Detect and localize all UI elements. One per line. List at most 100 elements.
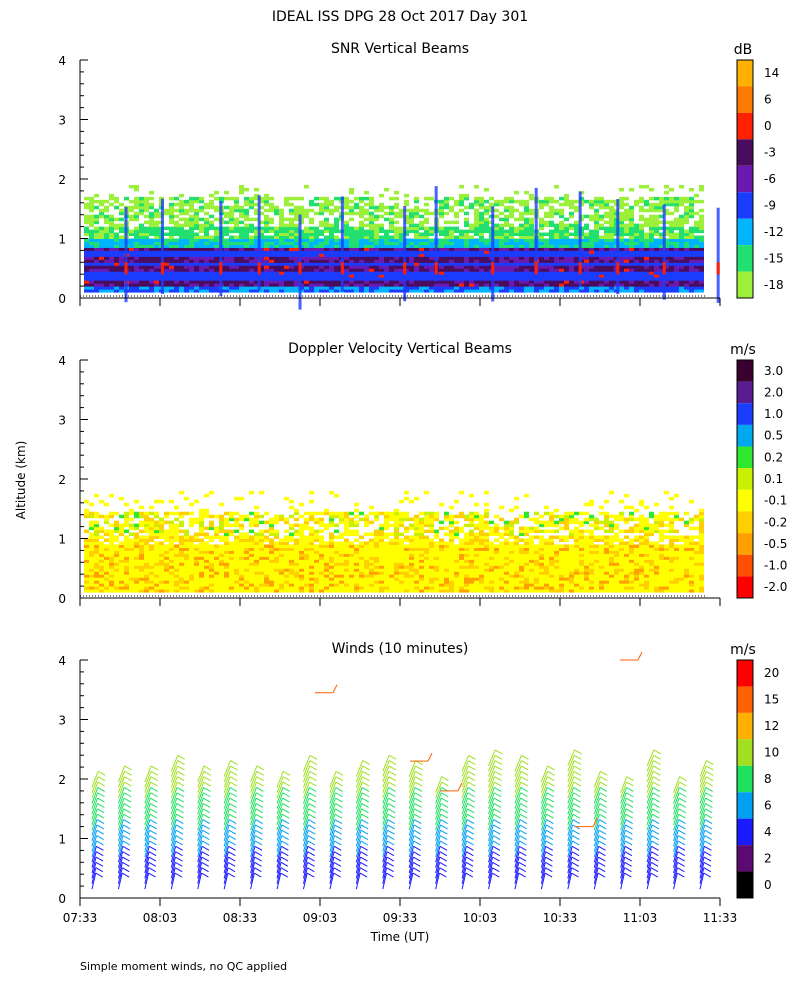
snr-cell (564, 286, 569, 290)
doppler-cell (119, 541, 124, 545)
snr-cell (374, 286, 379, 290)
snr-cell (259, 289, 264, 293)
snr-cell (364, 262, 369, 266)
snr-cell (594, 217, 599, 222)
snr-cell (429, 232, 434, 237)
snr-cell (354, 241, 359, 245)
snr-cell (244, 238, 249, 242)
doppler-cell (214, 583, 219, 587)
snr-cell (179, 238, 184, 242)
snr-cell (444, 238, 449, 242)
doppler-cell (344, 526, 349, 531)
doppler-cell (229, 559, 234, 563)
snr-cell (284, 268, 289, 272)
snr-cell (269, 262, 274, 266)
snr-cell (304, 271, 309, 275)
snr-cell (679, 220, 684, 225)
snr-cell (629, 205, 634, 210)
doppler-cell (244, 571, 249, 575)
snr-cell (484, 277, 489, 281)
snr-cell (314, 232, 319, 237)
snr-cell (659, 259, 664, 263)
doppler-cell (229, 562, 234, 566)
snr-cell (679, 253, 684, 257)
snr-cell (514, 253, 519, 257)
snr-cell (619, 280, 624, 284)
snr-cell (694, 247, 699, 251)
doppler-cell (124, 547, 129, 551)
snr-cell (314, 271, 319, 275)
snr-cell (179, 244, 184, 248)
doppler-cell (144, 589, 149, 593)
snr-cell (369, 244, 374, 248)
snr-cell (379, 268, 384, 272)
doppler-cell (299, 514, 304, 519)
doppler-cell (369, 589, 374, 593)
snr-cell (374, 232, 379, 237)
snr-cell (664, 184, 669, 189)
doppler-cell (124, 550, 129, 554)
snr-cell (544, 253, 549, 257)
doppler-cell (99, 559, 104, 563)
doppler-cell (359, 511, 364, 516)
snr-cell (569, 211, 574, 216)
snr-cell (684, 250, 689, 254)
snr-cell (694, 271, 699, 275)
doppler-cell (104, 553, 109, 557)
snr-cell (539, 250, 544, 254)
snr-cell (94, 256, 99, 260)
snr-cell (369, 286, 374, 290)
doppler-cell (89, 556, 94, 560)
snr-cell (369, 211, 374, 216)
doppler-cell (209, 580, 214, 584)
snr-cell (684, 211, 689, 216)
snr-cell (144, 202, 149, 207)
snr-cell (684, 238, 689, 242)
snr-cell (234, 199, 239, 204)
snr-cell (574, 199, 579, 204)
doppler-cell (279, 544, 284, 548)
snr-cell (104, 280, 109, 284)
snr-cell (624, 244, 629, 248)
doppler-cell (209, 583, 214, 587)
snr-cell (589, 289, 594, 293)
snr-cell (169, 283, 174, 287)
snr-cell (174, 214, 179, 219)
doppler-cell (134, 583, 139, 587)
snr-cell (144, 256, 149, 260)
doppler-cell (244, 544, 249, 548)
snr-cell (379, 262, 384, 266)
doppler-cell (129, 574, 134, 578)
snr-cell (234, 229, 239, 234)
doppler-cell (289, 523, 294, 528)
doppler-cell (104, 544, 109, 548)
snr-cell (444, 259, 449, 263)
snr-cell (484, 217, 489, 222)
doppler-cell (384, 571, 389, 575)
doppler-cell (209, 490, 214, 495)
snr-cell (524, 223, 529, 228)
snr-cell (174, 220, 179, 225)
snr-cell (634, 226, 639, 231)
snr-cell (309, 256, 314, 260)
doppler-cell (349, 586, 354, 590)
doppler-cell (174, 517, 179, 522)
snr-cell (589, 202, 594, 207)
snr-cell (429, 256, 434, 260)
doppler-cell (294, 556, 299, 560)
doppler-cell (129, 571, 134, 575)
snr-cell (239, 241, 244, 245)
snr-cell (374, 250, 379, 254)
snr-cell (289, 289, 294, 293)
doppler-cell (299, 523, 304, 528)
doppler-cell (89, 502, 94, 507)
snr-cell (284, 286, 289, 290)
doppler-cell (244, 583, 249, 587)
doppler-cell (309, 562, 314, 566)
snr-cell (269, 283, 274, 287)
snr-cell (109, 235, 114, 240)
snr-cell (594, 196, 599, 201)
snr-cell (484, 223, 489, 228)
doppler-cell (94, 520, 99, 525)
snr-cell (169, 226, 174, 231)
